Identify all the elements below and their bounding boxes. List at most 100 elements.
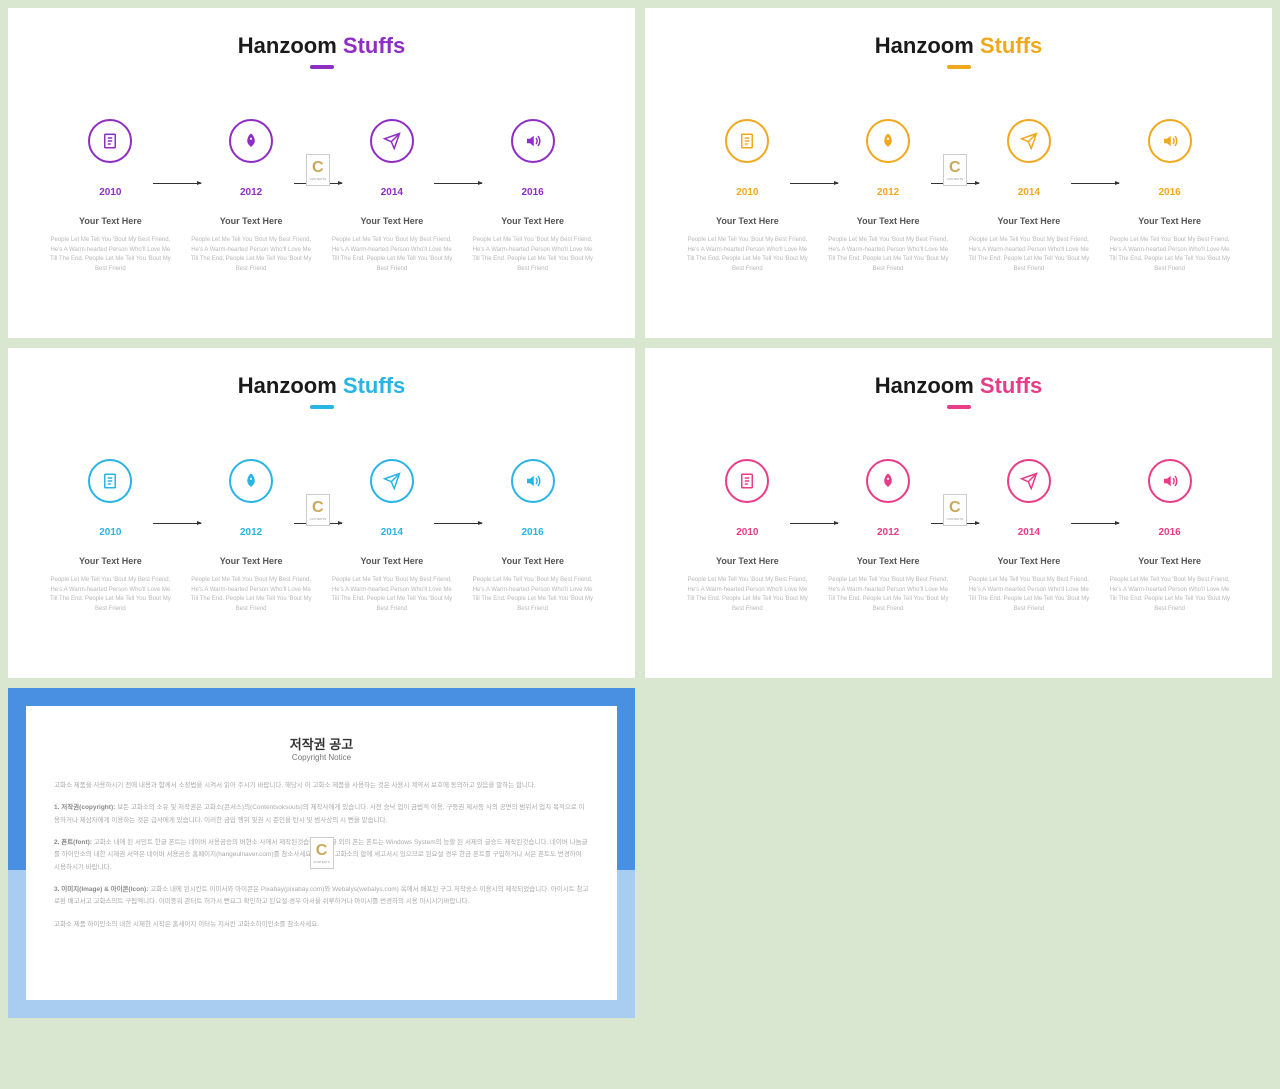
item-body: People Let Me Tell You 'Bout My Best Fri… xyxy=(826,236,951,274)
slide-grid: Hanzoom Stuffs 2010 Your Text Here Peopl… xyxy=(8,8,1272,1018)
year-label: 2016 xyxy=(470,187,595,198)
item-subhead: Your Text Here xyxy=(1107,216,1232,226)
year-label: 2010 xyxy=(685,527,810,538)
year-label: 2010 xyxy=(685,187,810,198)
year-label: 2010 xyxy=(48,527,173,538)
year-label: 2014 xyxy=(967,527,1092,538)
item-body: People Let Me Tell You 'Bout My Best Fri… xyxy=(330,576,455,614)
item-body: People Let Me Tell You 'Bout My Best Fri… xyxy=(685,576,810,614)
plane-icon xyxy=(370,459,414,503)
document-icon xyxy=(725,459,769,503)
year-label: 2012 xyxy=(189,527,314,538)
timeline-item-2016: 2016 Your Text Here People Let Me Tell Y… xyxy=(1107,119,1232,274)
item-subhead: Your Text Here xyxy=(470,216,595,226)
timeline-item-2016: 2016 Your Text Here People Let Me Tell Y… xyxy=(470,119,595,274)
timeline-item-2010: 2010 Your Text Here People Let Me Tell Y… xyxy=(48,459,173,614)
slide-1: Hanzoom Stuffs 2010 Your Text Here Peopl… xyxy=(8,8,635,338)
sound-icon xyxy=(511,459,555,503)
timeline-item-2010: 2010 Your Text Here People Let Me Tell Y… xyxy=(685,459,810,614)
item-subhead: Your Text Here xyxy=(470,556,595,566)
item-body: People Let Me Tell You 'Bout My Best Fri… xyxy=(967,236,1092,274)
item-body: People Let Me Tell You 'Bout My Best Fri… xyxy=(1107,236,1232,274)
year-label: 2014 xyxy=(330,187,455,198)
rocket-icon xyxy=(866,119,910,163)
watermark-badge: CCONTENTS xyxy=(943,494,967,526)
timeline-item-2012: 2012 Your Text Here People Let Me Tell Y… xyxy=(826,459,951,614)
year-label: 2016 xyxy=(1107,527,1232,538)
item-subhead: Your Text Here xyxy=(685,216,810,226)
item-subhead: Your Text Here xyxy=(189,216,314,226)
timeline-item-2012: 2012 Your Text Here People Let Me Tell Y… xyxy=(189,459,314,614)
timeline: 2010 Your Text Here People Let Me Tell Y… xyxy=(685,459,1232,614)
timeline: 2010 Your Text Here People Let Me Tell Y… xyxy=(685,119,1232,274)
document-icon xyxy=(88,459,132,503)
document-icon xyxy=(88,119,132,163)
sound-icon xyxy=(1148,119,1192,163)
year-label: 2016 xyxy=(470,527,595,538)
watermark-badge: CCONTENTS xyxy=(306,154,330,186)
year-label: 2012 xyxy=(189,187,314,198)
slide-title: Hanzoom Stuffs xyxy=(48,33,595,69)
item-subhead: Your Text Here xyxy=(826,216,951,226)
timeline-item-2010: 2010 Your Text Here People Let Me Tell Y… xyxy=(48,119,173,274)
sound-icon xyxy=(1148,459,1192,503)
item-subhead: Your Text Here xyxy=(330,216,455,226)
item-body: People Let Me Tell You 'Bout My Best Fri… xyxy=(189,236,314,274)
item-body: People Let Me Tell You 'Bout My Best Fri… xyxy=(189,576,314,614)
slide-title: Hanzoom Stuffs xyxy=(685,33,1232,69)
item-subhead: Your Text Here xyxy=(1107,556,1232,566)
year-label: 2010 xyxy=(48,187,173,198)
item-subhead: Your Text Here xyxy=(48,216,173,226)
empty-cell xyxy=(645,688,1272,1018)
timeline-item-2014: 2014 Your Text Here People Let Me Tell Y… xyxy=(967,119,1092,274)
watermark-badge: CCONTENTS xyxy=(306,494,330,526)
slide-title: Hanzoom Stuffs xyxy=(48,373,595,409)
timeline-item-2012: 2012 Your Text Here People Let Me Tell Y… xyxy=(189,119,314,274)
year-label: 2012 xyxy=(826,187,951,198)
timeline: 2010 Your Text Here People Let Me Tell Y… xyxy=(48,459,595,614)
year-label: 2014 xyxy=(330,527,455,538)
item-body: People Let Me Tell You 'Bout My Best Fri… xyxy=(470,236,595,274)
item-subhead: Your Text Here xyxy=(826,556,951,566)
item-body: People Let Me Tell You 'Bout My Best Fri… xyxy=(48,576,173,614)
slide-copyright: 저작권 공고 Copyright Notice 고화소 제품을 사용하시기 전에… xyxy=(8,688,635,1018)
item-subhead: Your Text Here xyxy=(189,556,314,566)
item-body: People Let Me Tell You 'Bout My Best Fri… xyxy=(330,236,455,274)
plane-icon xyxy=(1007,119,1051,163)
item-body: People Let Me Tell You 'Bout My Best Fri… xyxy=(48,236,173,274)
item-subhead: Your Text Here xyxy=(967,556,1092,566)
slide-3: Hanzoom Stuffs 2010 Your Text Here Peopl… xyxy=(8,348,635,678)
copyright-subtitle: Copyright Notice xyxy=(54,753,589,762)
plane-icon xyxy=(370,119,414,163)
timeline-item-2016: 2016 Your Text Here People Let Me Tell Y… xyxy=(1107,459,1232,614)
year-label: 2016 xyxy=(1107,187,1232,198)
item-body: People Let Me Tell You 'Bout My Best Fri… xyxy=(967,576,1092,614)
item-body: People Let Me Tell You 'Bout My Best Fri… xyxy=(1107,576,1232,614)
rocket-icon xyxy=(866,459,910,503)
timeline-item-2014: 2014 Your Text Here People Let Me Tell Y… xyxy=(330,119,455,274)
item-body: People Let Me Tell You 'Bout My Best Fri… xyxy=(470,576,595,614)
watermark-badge: CCONTENTS xyxy=(310,837,334,869)
item-body: People Let Me Tell You 'Bout My Best Fri… xyxy=(685,236,810,274)
item-subhead: Your Text Here xyxy=(330,556,455,566)
document-icon xyxy=(725,119,769,163)
timeline-item-2016: 2016 Your Text Here People Let Me Tell Y… xyxy=(470,459,595,614)
rocket-icon xyxy=(229,459,273,503)
watermark-badge: CCONTENTS xyxy=(943,154,967,186)
slide-title: Hanzoom Stuffs xyxy=(685,373,1232,409)
timeline-item-2010: 2010 Your Text Here People Let Me Tell Y… xyxy=(685,119,810,274)
item-subhead: Your Text Here xyxy=(685,556,810,566)
year-label: 2014 xyxy=(967,187,1092,198)
slide-4: Hanzoom Stuffs 2010 Your Text Here Peopl… xyxy=(645,348,1272,678)
timeline-item-2014: 2014 Your Text Here People Let Me Tell Y… xyxy=(967,459,1092,614)
plane-icon xyxy=(1007,459,1051,503)
timeline-item-2012: 2012 Your Text Here People Let Me Tell Y… xyxy=(826,119,951,274)
rocket-icon xyxy=(229,119,273,163)
timeline-item-2014: 2014 Your Text Here People Let Me Tell Y… xyxy=(330,459,455,614)
slide-2: Hanzoom Stuffs 2010 Your Text Here Peopl… xyxy=(645,8,1272,338)
item-subhead: Your Text Here xyxy=(967,216,1092,226)
item-body: People Let Me Tell You 'Bout My Best Fri… xyxy=(826,576,951,614)
copyright-title: 저작권 공고 xyxy=(54,734,589,753)
sound-icon xyxy=(511,119,555,163)
item-subhead: Your Text Here xyxy=(48,556,173,566)
